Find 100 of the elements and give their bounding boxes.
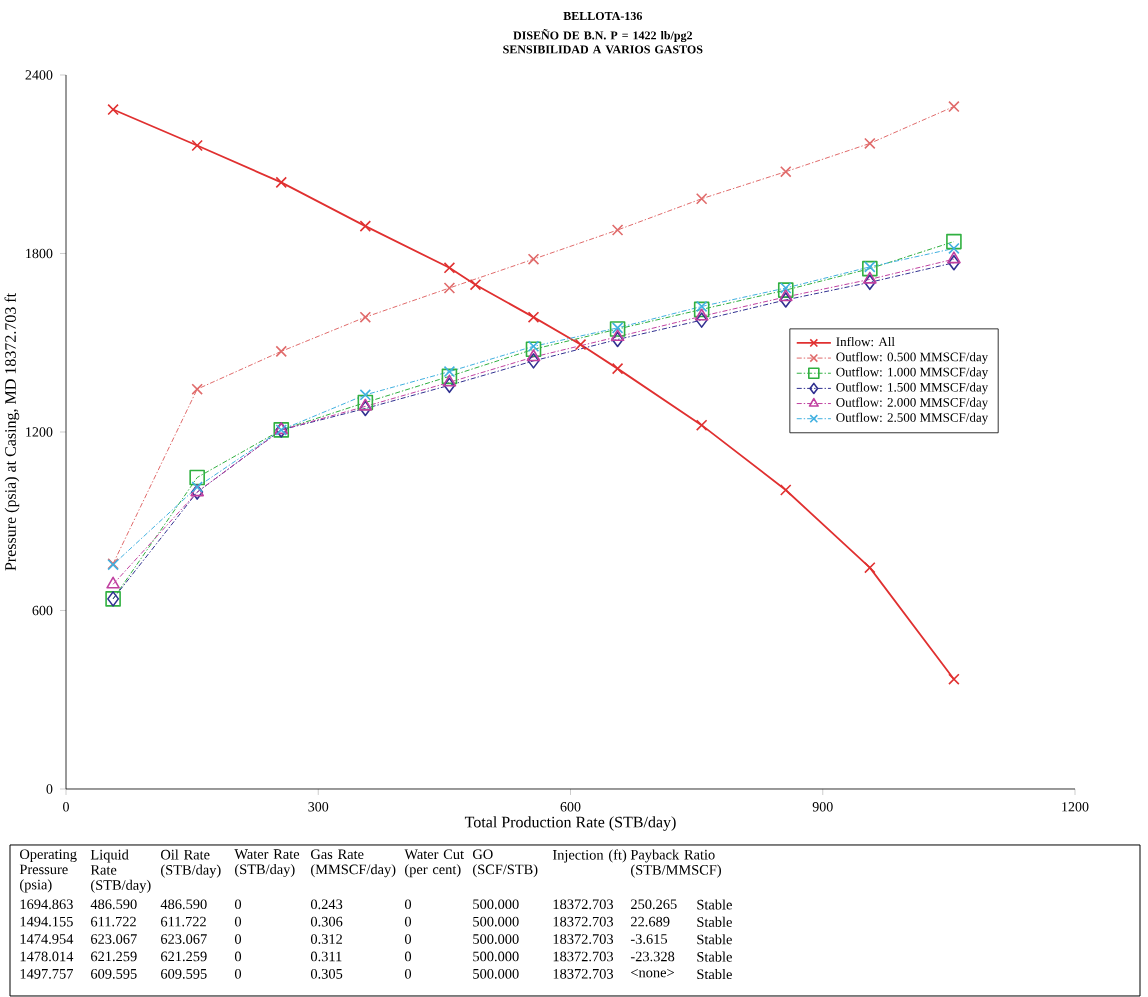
text: 609.595 bbox=[91, 969, 137, 979]
text: 0 bbox=[404, 951, 412, 962]
legend-label: Outflow: 2.000 MMSCF/day bbox=[836, 397, 989, 410]
text: GO (SCF/STB) bbox=[473, 849, 538, 878]
point bbox=[443, 365, 456, 378]
point bbox=[106, 576, 120, 589]
text: 621.259 bbox=[91, 951, 137, 962]
text: 0 bbox=[234, 916, 242, 927]
text: 500.000 bbox=[473, 916, 519, 927]
point bbox=[694, 308, 709, 321]
point bbox=[695, 300, 708, 313]
text: Water Rate (STB/day) bbox=[234, 849, 300, 878]
text: 609.595 bbox=[161, 969, 207, 979]
point bbox=[695, 419, 708, 431]
point bbox=[359, 389, 372, 401]
text: 0.243 bbox=[310, 899, 343, 910]
x-tick-label: 0 bbox=[63, 802, 69, 812]
text: 18372.703 bbox=[553, 934, 614, 944]
x-tick-label: 300 bbox=[308, 802, 329, 812]
point bbox=[946, 233, 962, 250]
point bbox=[189, 469, 205, 486]
text: 623.067 bbox=[161, 934, 207, 944]
text: 18372.703 bbox=[553, 916, 614, 927]
point bbox=[780, 484, 792, 496]
text: 0 bbox=[234, 969, 242, 979]
point bbox=[947, 251, 961, 264]
legend-label: Outflow: 2.500 MMSCF/day bbox=[836, 412, 989, 425]
point bbox=[527, 353, 540, 369]
text: 0.311 bbox=[310, 951, 342, 962]
text: 1478.014 bbox=[20, 951, 74, 962]
point bbox=[441, 368, 458, 385]
point bbox=[275, 345, 288, 358]
text: Operating Pressure (psia) bbox=[19, 849, 77, 893]
legend-label: Inflow: All bbox=[836, 336, 895, 347]
text: 0 bbox=[404, 916, 412, 927]
text: 486.590 bbox=[90, 899, 137, 910]
text: 1494.155 bbox=[20, 916, 73, 927]
point bbox=[525, 341, 542, 358]
text: 1694.863 bbox=[20, 899, 73, 910]
point bbox=[695, 193, 708, 205]
text: Stable bbox=[697, 951, 732, 962]
point bbox=[527, 340, 540, 353]
point bbox=[779, 292, 792, 308]
point bbox=[862, 260, 878, 277]
legend-label: Outflow: 0.500 MMSCF/day bbox=[836, 352, 989, 364]
point bbox=[359, 311, 372, 323]
point bbox=[527, 253, 540, 265]
text: 0 bbox=[234, 951, 242, 962]
point bbox=[443, 377, 456, 394]
point bbox=[526, 349, 541, 362]
point bbox=[864, 561, 876, 574]
text: Stable bbox=[697, 916, 732, 927]
text: 0.312 bbox=[310, 934, 342, 944]
x-axis-title: Total Production Rate (STB/day) bbox=[464, 816, 676, 831]
text: 0 bbox=[404, 934, 412, 944]
point bbox=[275, 176, 288, 189]
text: 0.306 bbox=[310, 916, 343, 927]
point bbox=[693, 301, 710, 318]
text: Stable bbox=[697, 969, 732, 980]
text: 18372.703 bbox=[553, 969, 614, 979]
text: Payback Ratio (STB/MMSCF) bbox=[630, 849, 721, 878]
point bbox=[948, 100, 960, 113]
point bbox=[610, 329, 625, 342]
point bbox=[359, 220, 372, 232]
text: 623.067 bbox=[91, 934, 137, 944]
point bbox=[442, 374, 457, 387]
point bbox=[862, 271, 877, 284]
point bbox=[948, 673, 960, 685]
text: Gas Rate (MMSCF/day) bbox=[311, 849, 396, 878]
text: Liquid Rate (STB/day) bbox=[90, 849, 151, 893]
x-tick-label: 900 bbox=[812, 802, 833, 812]
point bbox=[359, 400, 372, 417]
point bbox=[358, 398, 373, 411]
text: 621.259 bbox=[161, 951, 207, 962]
text: 0 bbox=[234, 899, 242, 910]
point bbox=[191, 481, 203, 493]
point bbox=[443, 282, 456, 294]
text: 611.722 bbox=[161, 916, 206, 927]
point bbox=[863, 274, 876, 291]
point bbox=[777, 282, 794, 298]
legend-label: Outflow: 1.500 MMSCF/day bbox=[836, 382, 989, 395]
text: 0.305 bbox=[310, 969, 343, 979]
text: Water Cut (per cent) bbox=[404, 849, 464, 878]
text: 22.689 bbox=[631, 916, 670, 927]
point bbox=[864, 137, 876, 150]
y-tick-label: 1200 bbox=[26, 427, 53, 437]
text: -23.328 bbox=[630, 951, 675, 962]
point bbox=[778, 289, 793, 302]
x-tick-label: 600 bbox=[560, 802, 581, 812]
y-tick-label: 0 bbox=[46, 784, 53, 794]
text: 250.265 bbox=[631, 899, 677, 910]
text: 18372.703 bbox=[553, 899, 614, 910]
point bbox=[695, 312, 708, 328]
point bbox=[574, 338, 587, 351]
point bbox=[948, 242, 960, 255]
text: Oil Rate (STB/day) bbox=[161, 849, 221, 878]
text: 0 bbox=[404, 899, 412, 910]
point bbox=[611, 362, 624, 375]
point bbox=[469, 278, 482, 291]
text: 0 bbox=[404, 969, 412, 979]
